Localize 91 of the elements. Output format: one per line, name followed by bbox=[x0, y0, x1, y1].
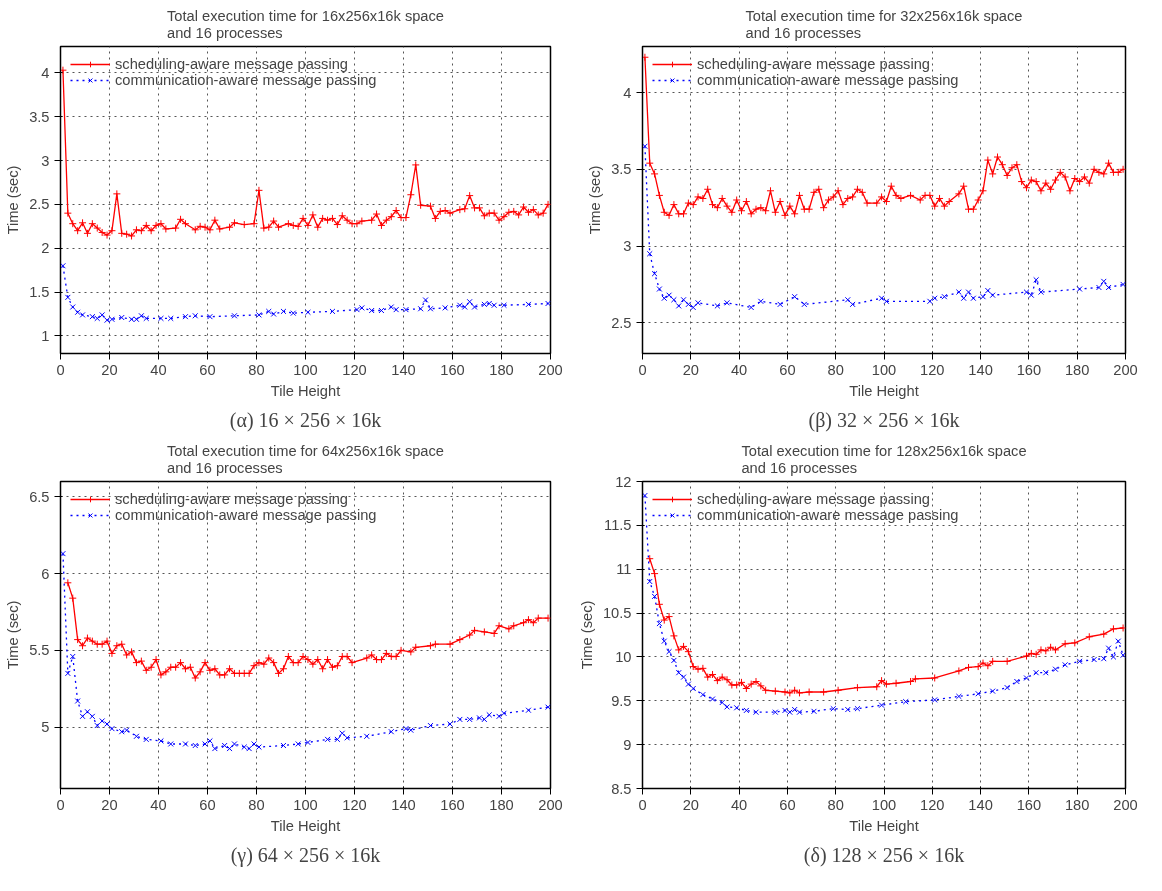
x-tick-label: 20 bbox=[101, 361, 118, 378]
x-tick-label: 100 bbox=[293, 361, 318, 378]
y-tick-label: 5.5 bbox=[29, 642, 50, 659]
legend-label: communication-aware message passing bbox=[115, 72, 377, 88]
x-tick-label: 0 bbox=[638, 796, 647, 813]
y-tick-label: 3.5 bbox=[29, 108, 50, 125]
x-tick-label: 140 bbox=[391, 796, 416, 813]
x-tick-label: 160 bbox=[440, 796, 465, 813]
x-tick-label: 60 bbox=[199, 361, 216, 378]
chart-title: Total execution time for 16x256x16k space and 16 processes bbox=[167, 7, 445, 42]
x-tick-label: 80 bbox=[827, 361, 844, 378]
legend-label: communication-aware message passing bbox=[115, 507, 377, 523]
y-tick-label: 5 bbox=[41, 719, 50, 736]
y-tick-label: 2.5 bbox=[29, 196, 50, 213]
chart-title: Total execution time for 64x256x16k space and 16 processes bbox=[167, 442, 445, 477]
legend-label: scheduling-aware message passing bbox=[115, 56, 349, 72]
x-tick-label: 120 bbox=[342, 361, 367, 378]
x-tick-label: 140 bbox=[391, 361, 416, 378]
y-tick-label: 9.5 bbox=[611, 692, 632, 709]
x-tick-label: 140 bbox=[968, 796, 993, 813]
x-tick-label: 100 bbox=[871, 796, 897, 813]
y-tick-label: 3.5 bbox=[611, 161, 632, 178]
text: (α) 16 × 256 × 16k bbox=[229, 408, 382, 432]
x-tick-label: 100 bbox=[293, 796, 318, 813]
y-tick-label: 9 bbox=[623, 736, 632, 753]
x-tick-label: 200 bbox=[538, 796, 563, 813]
x-tick-label: 80 bbox=[248, 361, 265, 378]
y-tick-label: 2 bbox=[41, 240, 50, 257]
x-tick-label: 40 bbox=[150, 361, 167, 378]
x-tick-label: 20 bbox=[682, 361, 699, 378]
legend-label: scheduling-aware message passing bbox=[697, 491, 931, 507]
y-tick-label: 6.5 bbox=[29, 488, 50, 505]
x-tick-label: 200 bbox=[538, 361, 563, 378]
y-tick-label: 10.5 bbox=[602, 605, 632, 622]
y-tick-label: 3 bbox=[623, 238, 632, 255]
y-tick-label: 4 bbox=[623, 84, 632, 101]
y-tick-label: 1.5 bbox=[29, 284, 50, 301]
y-tick-label: 11.5 bbox=[604, 517, 632, 534]
text: (γ) 64 × 256 × 16k bbox=[230, 843, 381, 867]
x-tick-label: 0 bbox=[56, 361, 65, 378]
y-tick-label: 4 bbox=[41, 64, 50, 81]
y-tick-label: 2.5 bbox=[611, 314, 632, 331]
x-tick-label: 80 bbox=[248, 796, 265, 813]
x-tick-label: 40 bbox=[730, 796, 748, 813]
x-axis-title: Tile Height bbox=[270, 382, 341, 399]
x-tick-label: 120 bbox=[920, 361, 945, 378]
x-tick-label: 160 bbox=[440, 361, 465, 378]
y-axis-title: Time (sec) bbox=[5, 600, 22, 670]
y-axis-title: Time (sec) bbox=[578, 600, 595, 670]
legend-label: communication-aware message passing bbox=[697, 507, 959, 523]
y-tick-label: 6 bbox=[41, 565, 50, 582]
x-tick-label: 100 bbox=[871, 361, 897, 378]
y-tick-label: 12 bbox=[615, 473, 632, 490]
x-tick-label: 60 bbox=[779, 361, 796, 378]
x-tick-label: 200 bbox=[1113, 796, 1138, 813]
y-axis-title: Time (sec) bbox=[587, 165, 604, 235]
x-tick-label: 0 bbox=[638, 361, 647, 378]
x-tick-label: 40 bbox=[150, 796, 167, 813]
text: (δ) 128 × 256 × 16k bbox=[803, 843, 965, 867]
x-tick-label: 0 bbox=[56, 796, 65, 813]
x-tick-label: 200 bbox=[1113, 361, 1138, 378]
y-tick-label: 8.5 bbox=[611, 780, 632, 797]
x-tick-label: 160 bbox=[1016, 361, 1042, 378]
x-axis-title: Tile Height bbox=[849, 382, 919, 399]
x-tick-label: 180 bbox=[489, 796, 514, 813]
x-tick-label: 120 bbox=[920, 796, 945, 813]
x-tick-label: 160 bbox=[1016, 796, 1042, 813]
text: (β) 32 × 256 × 16k bbox=[808, 408, 960, 432]
y-axis-title: Time (sec) bbox=[5, 165, 22, 235]
y-tick-label: 3 bbox=[41, 152, 50, 169]
legend-label: scheduling-aware message passing bbox=[115, 491, 349, 507]
x-axis-title: Tile Height bbox=[270, 817, 341, 834]
legend-label: scheduling-aware message passing bbox=[697, 56, 931, 72]
x-tick-label: 20 bbox=[682, 796, 699, 813]
x-tick-label: 180 bbox=[489, 361, 514, 378]
x-tick-label: 140 bbox=[968, 361, 993, 378]
x-tick-label: 180 bbox=[1064, 361, 1090, 378]
y-tick-label: 1 bbox=[41, 327, 50, 344]
x-tick-label: 180 bbox=[1064, 796, 1090, 813]
chart-title: Total execution time for 128x256x16k space and 16 processes bbox=[741, 442, 1027, 477]
y-tick-label: 11 bbox=[616, 561, 632, 578]
y-tick-label: 10 bbox=[615, 648, 632, 665]
x-tick-label: 40 bbox=[730, 361, 748, 378]
x-tick-label: 20 bbox=[101, 796, 118, 813]
x-tick-label: 120 bbox=[342, 796, 367, 813]
legend-label: communication-aware message passing bbox=[697, 72, 959, 88]
x-tick-label: 60 bbox=[779, 796, 796, 813]
x-tick-label: 60 bbox=[199, 796, 216, 813]
x-axis-title: Tile Height bbox=[849, 817, 919, 834]
chart-title: Total execution time for 32x256x16k space and 16 processes bbox=[745, 7, 1023, 42]
x-tick-label: 80 bbox=[827, 796, 844, 813]
